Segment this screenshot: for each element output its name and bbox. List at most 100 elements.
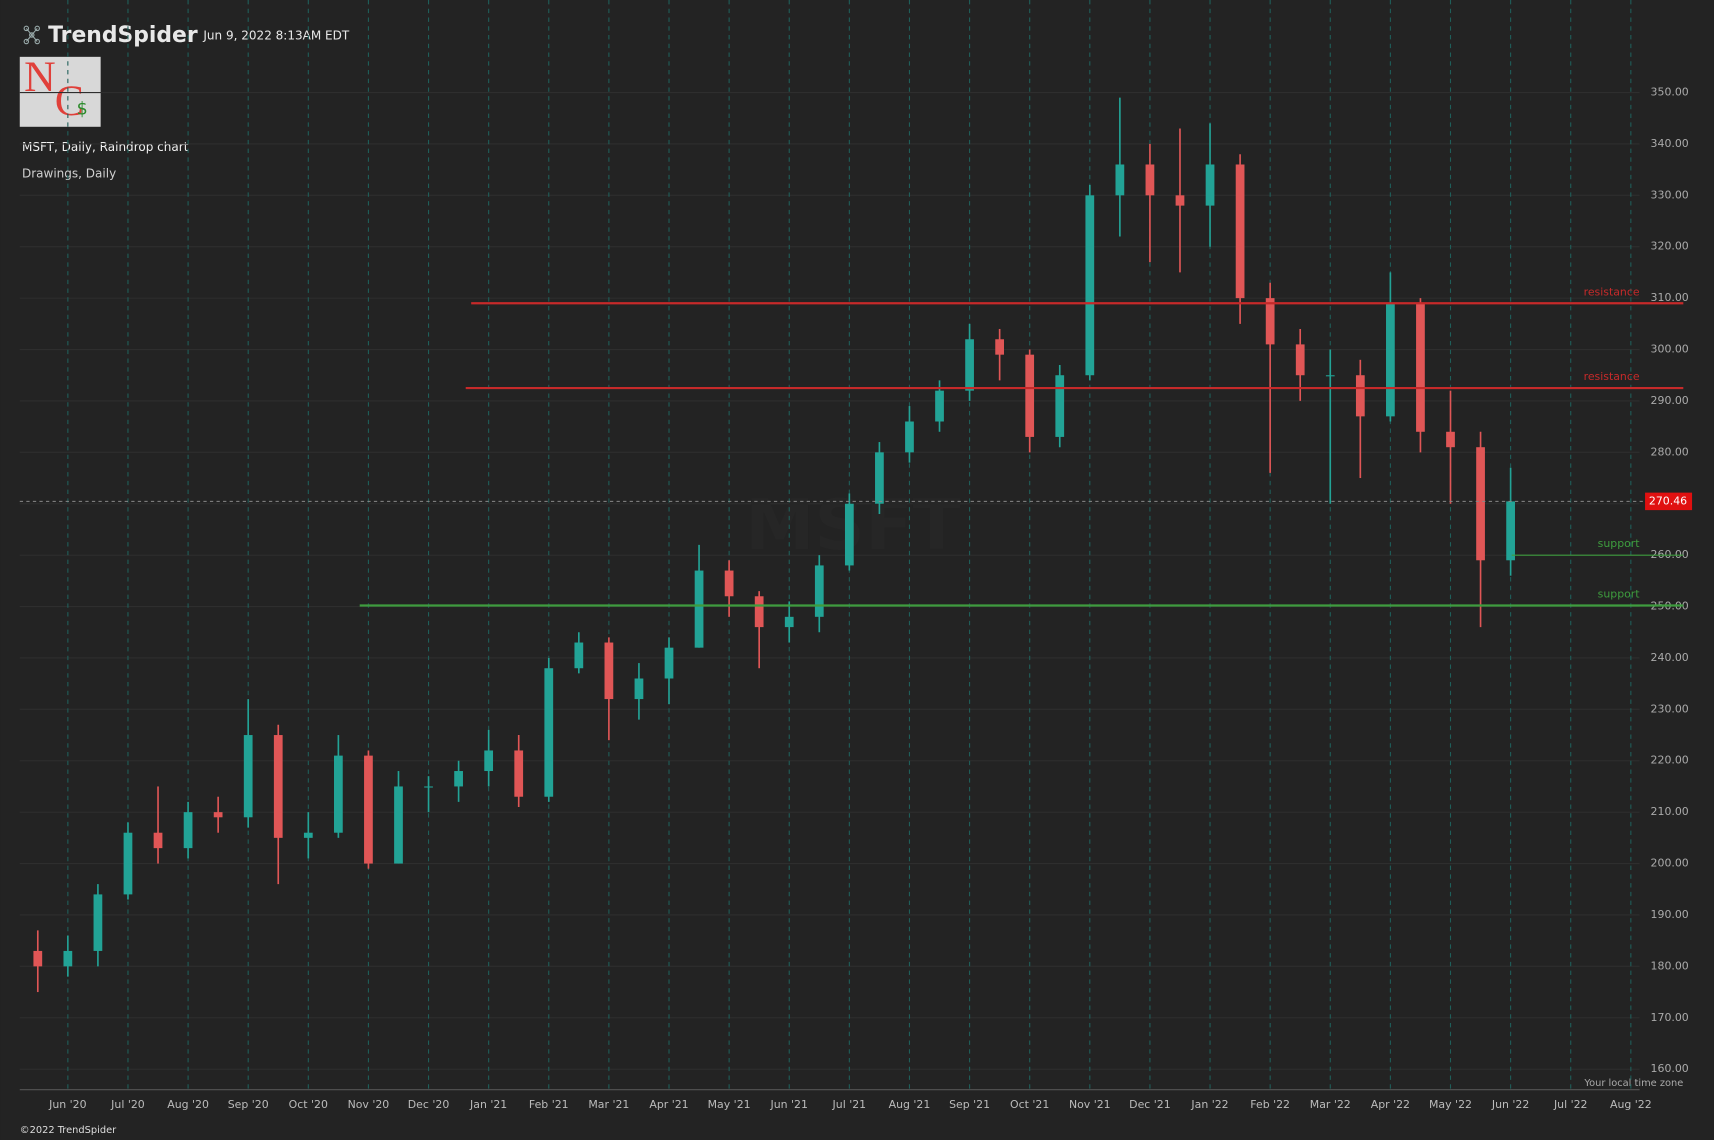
candle-body — [664, 647, 674, 679]
candle-body — [364, 755, 373, 864]
candle-body — [634, 678, 644, 700]
x-tick-label: Jun '22 — [1491, 1098, 1529, 1111]
candle-body — [724, 570, 734, 597]
plot-area: 160.00 170.00 180.00 190.00 200.00 210.00 220.… — [19, 0, 1693, 1111]
copyright: ©2022 TrendSpider — [20, 1125, 117, 1136]
y-tick-label: 320.00 — [1651, 240, 1689, 253]
candle-body — [1476, 447, 1485, 561]
logo-n: N — [24, 53, 56, 101]
level-label: resistance — [1584, 285, 1640, 298]
x-tick-label: Mar '21 — [588, 1098, 629, 1111]
current-price-box — [1645, 492, 1693, 511]
y-tick-label: 190.00 — [1651, 908, 1689, 921]
candle-body — [995, 339, 1005, 355]
y-tick-label: 230.00 — [1651, 702, 1689, 715]
candle-body — [514, 750, 524, 797]
x-tick-label: Jan '22 — [1190, 1098, 1228, 1111]
x-tick-label: Apr '22 — [1371, 1098, 1410, 1111]
y-tick-label: 310.00 — [1651, 291, 1689, 304]
candle-body — [604, 642, 614, 700]
x-tick-label: Dec '21 — [1129, 1098, 1171, 1111]
chart-info: MSFT, Daily, Raindrop chart — [22, 140, 189, 154]
x-tick-label: Mar '22 — [1310, 1098, 1351, 1111]
timestamp: Jun 9, 2022 8:13AM EDT — [202, 29, 350, 43]
candle-body — [303, 832, 313, 838]
drawings-label: Drawings, Daily — [22, 166, 116, 180]
x-tick-label: Oct '21 — [1010, 1098, 1049, 1111]
x-tick-label: Dec '20 — [408, 1098, 450, 1111]
candle-body — [875, 452, 884, 504]
candle-body — [183, 812, 193, 849]
candle-body — [93, 894, 103, 951]
x-tick-label: Jul '21 — [832, 1098, 867, 1111]
x-tick-label: Nov '20 — [348, 1098, 390, 1111]
candle-body — [123, 832, 133, 895]
candle-body — [1416, 303, 1425, 432]
y-tick-label: 200.00 — [1651, 857, 1689, 870]
candle-body — [1355, 375, 1365, 417]
x-tick-label: Oct '20 — [289, 1098, 328, 1111]
candle-body — [33, 950, 43, 967]
x-tick-label: Aug '22 — [1610, 1098, 1652, 1111]
y-tick-label: 290.00 — [1651, 394, 1689, 407]
timezone-note: Your local time zone — [1583, 1078, 1683, 1089]
candle-body — [844, 503, 854, 566]
x-tick-label: Jan '21 — [469, 1098, 507, 1111]
brand-icon — [23, 25, 40, 45]
candle-body — [1145, 164, 1155, 196]
x-tick-label: Aug '21 — [889, 1098, 931, 1111]
y-tick-label: 180.00 — [1651, 959, 1689, 972]
x-tick-label: Jun '21 — [770, 1098, 808, 1111]
candle-body — [814, 565, 824, 617]
brand: TrendSpider — [48, 23, 198, 48]
candle-body — [484, 750, 494, 772]
y-tick-label: 280.00 — [1651, 445, 1689, 458]
candle-body — [1386, 303, 1395, 417]
level-label: resistance — [1584, 370, 1640, 383]
candle-body — [243, 735, 253, 818]
x-tick-label: Apr '21 — [649, 1098, 688, 1111]
candle-body — [544, 668, 554, 797]
candle-body — [333, 755, 343, 833]
candle-body — [1325, 375, 1335, 377]
y-tick-label: 170.00 — [1651, 1011, 1689, 1024]
y-tick-label: 300.00 — [1651, 343, 1689, 356]
x-tick-label: May '21 — [708, 1098, 751, 1111]
candle-body — [694, 570, 704, 648]
candle-body — [1295, 344, 1305, 376]
x-tick-label: Jul '20 — [110, 1098, 145, 1111]
candle-body — [1025, 354, 1035, 437]
candle-body — [273, 735, 283, 838]
y-tick-label: 340.00 — [1651, 137, 1689, 150]
candle-body — [935, 390, 944, 422]
logo-c: C — [55, 77, 84, 125]
candle-body — [1235, 164, 1245, 299]
candle-body — [905, 421, 914, 453]
candle-body — [754, 596, 764, 628]
candle-body — [1506, 501, 1515, 561]
x-tick-label: May '22 — [1429, 1098, 1472, 1111]
candle-body — [424, 786, 433, 788]
candle-body — [153, 832, 163, 849]
y-tick-label: 160.00 — [1651, 1062, 1689, 1075]
y-tick-label: 350.00 — [1651, 86, 1689, 99]
candle-body — [1055, 375, 1065, 437]
candle-body — [1265, 298, 1275, 345]
current-price-label: 270.46 — [1649, 494, 1687, 507]
x-tick-label: Sep '21 — [949, 1098, 990, 1111]
candle-body — [574, 642, 584, 669]
y-tick-label: 240.00 — [1651, 651, 1689, 664]
y-tick-label: 330.00 — [1651, 188, 1689, 201]
candle-body — [1205, 164, 1215, 206]
x-tick-label: Aug '20 — [167, 1098, 209, 1111]
logo-dollar: $ — [77, 99, 88, 119]
x-tick-label: Feb '21 — [529, 1098, 569, 1111]
x-tick-label: Feb '22 — [1250, 1098, 1290, 1111]
level-label: support — [1598, 537, 1641, 550]
logo: N C $ — [19, 53, 101, 127]
candle-body — [965, 339, 974, 391]
candle-body — [213, 812, 223, 818]
candle-body — [454, 771, 463, 787]
